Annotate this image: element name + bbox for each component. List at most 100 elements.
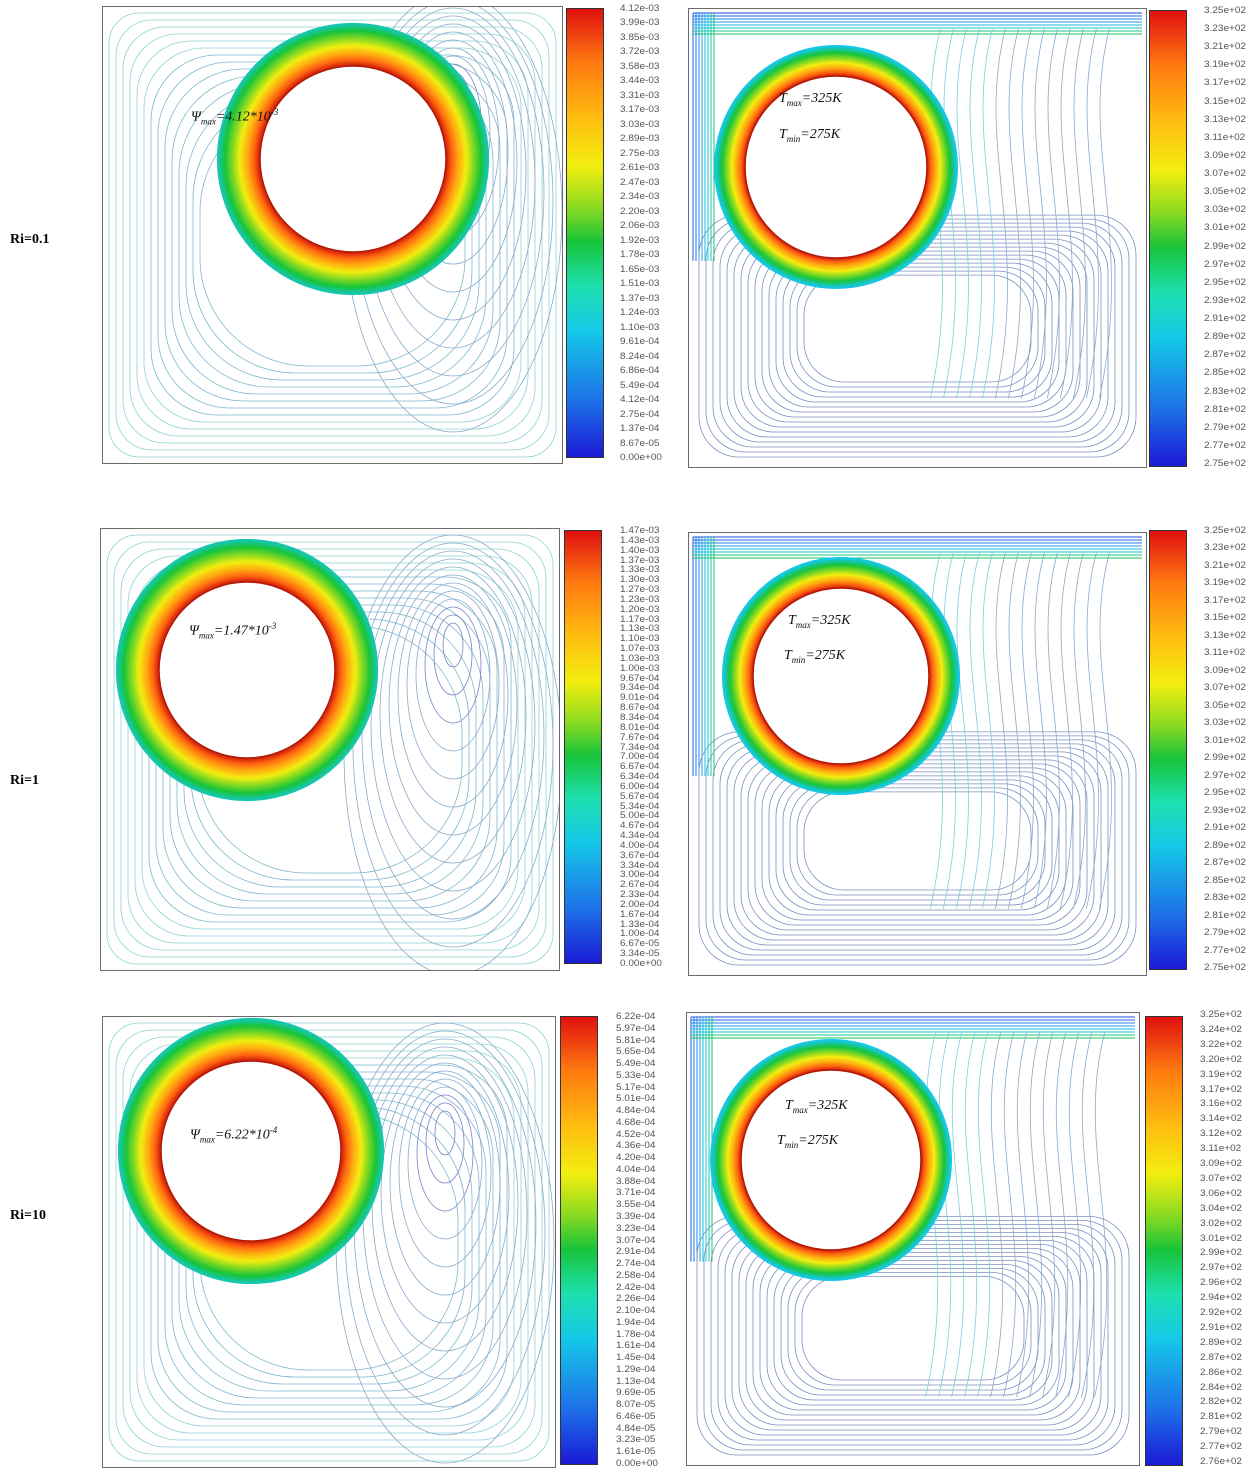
colorbar-tick-label: 3.09e+02 — [1200, 1158, 1242, 1169]
colorbar-tick-label: 2.61e-03 — [620, 162, 660, 173]
row-label-ri-0-1: Ri=0.1 — [10, 232, 50, 247]
isotherm-ring — [733, 1062, 929, 1258]
streamline-ring — [117, 1017, 385, 1285]
streamline-ring — [153, 1053, 349, 1249]
colorbar-tick-label: 3.13e+02 — [1204, 630, 1246, 641]
colorbar-tick-label: 4.34e-04 — [620, 830, 660, 841]
colorbar-tick-label: 2.99e+02 — [1204, 241, 1246, 252]
colorbar-tick-label: 3.99e-03 — [620, 18, 660, 28]
streamline-ring — [124, 1024, 378, 1278]
isotherm-ring — [735, 570, 947, 782]
colorbar-tick-label: 2.92e+02 — [1200, 1307, 1242, 1318]
streamline-contour — [127, 555, 533, 944]
colorbar-tick-label: 1.10e-03 — [620, 322, 660, 333]
colorbar-tick-label: 1.20e-03 — [620, 604, 660, 615]
colorbar-tick-label: 3.03e+02 — [1204, 717, 1246, 728]
colorbar-tick-label: 3.23e+02 — [1204, 23, 1246, 34]
colorbar-tick-label: 5.97e-04 — [616, 1023, 656, 1034]
isotherm-ring — [710, 1039, 952, 1281]
isotherm-ring — [742, 73, 930, 261]
vortex-contour — [442, 622, 464, 668]
colorbar-tick-label: 3.11e+02 — [1204, 132, 1246, 143]
colorbar-tick-label: 1.17e-03 — [620, 614, 660, 625]
colorbar-tick-label: 1.10e-03 — [620, 633, 660, 644]
isotherm-ring — [731, 566, 951, 786]
colorbar-tick-label: 3.72e-03 — [620, 47, 660, 57]
isotherm-line — [955, 28, 969, 399]
colorbar-tick-label: 2.96e+02 — [1200, 1277, 1242, 1288]
colorbar-tick-label: 3.31e-03 — [620, 90, 660, 101]
colorbar-tick-label: 2.94e+02 — [1200, 1292, 1242, 1303]
colorbar-tick-label: 3.05e+02 — [1204, 700, 1246, 711]
streamline-ring — [229, 35, 477, 283]
isotherm-ring — [730, 61, 942, 273]
colorbar-tick-label: 3.67e-04 — [620, 850, 660, 861]
colorbar-tick-label: 6.46e-05 — [616, 1411, 656, 1422]
colorbar-tick-label: 3.21e+02 — [1204, 41, 1246, 52]
colorbar-tick-label: 2.89e+02 — [1204, 840, 1246, 851]
isotherm-line — [796, 270, 1039, 388]
isotherm-contours — [692, 536, 1142, 966]
colorbar-tick-label: 8.01e-04 — [620, 722, 660, 733]
colorbar-tick-label: 1.43e-03 — [620, 535, 660, 546]
colorbar-tick-label: 3.13e+02 — [1204, 114, 1246, 125]
isotherm-ring — [716, 1045, 946, 1275]
colorbar-tick-label: 6.34e-04 — [620, 771, 660, 782]
row-label-ri-1: Ri=1 — [10, 773, 39, 788]
streamline-ring — [156, 1056, 346, 1246]
colorbar-tick-label: 9.61e-04 — [620, 336, 660, 347]
streamline-ring — [252, 58, 454, 260]
colorbar-tick-label: 0.00e+00 — [620, 452, 662, 463]
colorbar-tick-label: 2.33e-04 — [620, 889, 660, 900]
psi-colorbar-ticks: 1.47e-03 1.43e-03 1.40e-03 1.37e-03 1.33e-03… — [620, 526, 680, 970]
isotherm-ring — [724, 559, 958, 793]
isotherm-ring — [722, 1051, 940, 1269]
isotherm-line — [1042, 1032, 1056, 1398]
cylinder — [752, 587, 930, 765]
isotherm-ring — [727, 1056, 935, 1264]
colorbar-tick-label: 1.00e-03 — [620, 663, 660, 674]
colorbar-tick-label: 4.84e-04 — [616, 1105, 656, 1116]
colorbar-tick-label: 1.27e-03 — [620, 584, 660, 595]
colorbar-tick-label: 2.95e+02 — [1204, 277, 1246, 288]
streamline-ring — [228, 34, 478, 284]
isotherm-ring — [727, 58, 945, 276]
streamline-ring — [130, 553, 364, 787]
temperature-colorbar-ticks: 3.25e+02 3.23e+02 3.21e+02 3.19e+02 3.17e+02… — [1204, 6, 1250, 470]
isotherm-ring — [737, 1066, 925, 1254]
streamline-ring — [250, 56, 456, 262]
streamline-contour — [115, 1029, 543, 1455]
colorbar-tick-label: 2.86e+02 — [1200, 1367, 1242, 1378]
isotherm-line — [1081, 1032, 1095, 1398]
isotherm-line — [968, 28, 982, 399]
streamline-contours — [108, 7, 562, 458]
streamline-ring — [257, 63, 449, 255]
streamline-ring — [125, 1025, 377, 1277]
isotherm-line — [1003, 1032, 1017, 1398]
isotherm-ring — [734, 65, 938, 269]
streamline-contour — [120, 548, 540, 951]
colorbar-tick-label: 2.06e-03 — [620, 220, 660, 231]
isotherm-line — [1020, 552, 1034, 909]
colorbar-tick-label: 2.93e+02 — [1204, 805, 1246, 816]
colorbar-tick-label: 1.61e-05 — [616, 1446, 656, 1457]
colorbar-tick-label: 1.23e-03 — [620, 594, 660, 605]
colorbar-tick-label: 3.14e+02 — [1200, 1113, 1242, 1124]
colorbar-tick-label: 7.34e-04 — [620, 742, 660, 752]
colorbar-tick-label: 4.00e-04 — [620, 840, 660, 851]
colorbar-tick-label: 5.65e-04 — [616, 1046, 656, 1057]
colorbar-tick-label: 1.65e-03 — [620, 264, 660, 275]
streamline-ring — [143, 1043, 359, 1259]
isotherm-line — [768, 771, 1067, 916]
isotherm-line — [981, 552, 995, 909]
streamline-ring — [218, 24, 488, 294]
colorbar-tick-label: 2.85e+02 — [1204, 367, 1246, 378]
isotherm-ring — [732, 567, 950, 785]
colorbar-tick-label: 2.97e+02 — [1204, 770, 1246, 781]
colorbar-tick-label: 2.85e+02 — [1204, 875, 1246, 886]
cylinder — [740, 1069, 922, 1251]
isotherm-line — [1007, 552, 1021, 909]
colorbar-tick-label: 7.00e-04 — [620, 751, 660, 762]
colorbar-tick-label: 3.05e+02 — [1204, 186, 1246, 197]
cylinder — [744, 75, 928, 259]
